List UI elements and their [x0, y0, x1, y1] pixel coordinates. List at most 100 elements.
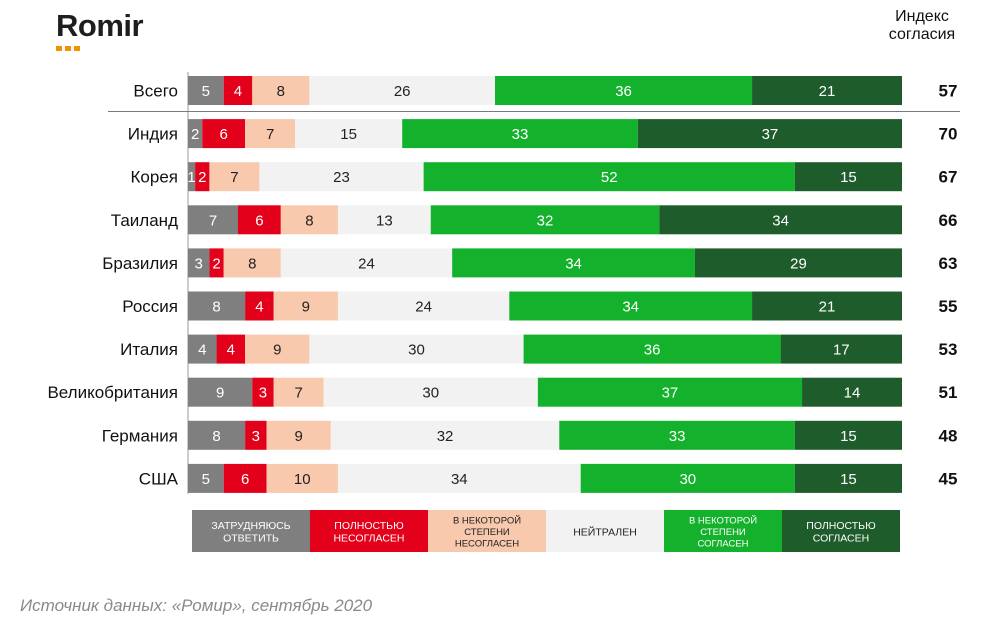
bar-segment: [252, 76, 310, 105]
bar-segment: [223, 76, 253, 105]
bar-segment: [280, 205, 338, 235]
bar-segment: [188, 162, 196, 192]
bar-segment: [402, 119, 638, 149]
data-label: 3: [195, 255, 203, 272]
legend-label: НЕЙТРАЛЕН: [573, 525, 637, 538]
data-label: 21: [819, 299, 836, 316]
data-label: 34: [565, 255, 582, 272]
data-label: 3: [252, 428, 260, 445]
bar-segment: [580, 463, 795, 493]
data-label: 33: [512, 126, 529, 143]
data-label: 9: [273, 342, 281, 359]
data-label: 30: [408, 342, 425, 359]
logo-text: Romir: [56, 8, 144, 43]
bar-segment: [195, 162, 210, 192]
data-label: 15: [340, 126, 357, 143]
legend-swatch: [546, 510, 664, 552]
data-label: 6: [255, 212, 263, 229]
bar-segment: [188, 463, 224, 493]
data-label: 4: [198, 342, 206, 359]
bar-segment: [637, 119, 902, 149]
data-label: 4: [227, 342, 235, 359]
data-label: 33: [669, 428, 686, 445]
index-column-title: Индекс согласия: [862, 8, 982, 44]
data-label: 2: [191, 126, 199, 143]
agreement-index-value: 66: [939, 211, 958, 230]
bar-segment: [209, 248, 224, 278]
agreement-index-value: 67: [939, 168, 958, 187]
data-label: 7: [209, 212, 217, 229]
logo-dots: [56, 38, 83, 56]
category-label: Таиланд: [111, 211, 178, 230]
legend-label: ПОЛНОСТЬЮ СОГЛАСЕН: [806, 520, 876, 545]
bar-segment: [659, 205, 902, 235]
bar-segment: [259, 162, 424, 192]
category-label: Индия: [128, 125, 178, 144]
bar-segment: [252, 377, 274, 407]
bar-segment: [266, 420, 331, 450]
data-label: 17: [833, 342, 850, 359]
data-label: 6: [220, 126, 228, 143]
bar-segment: [280, 248, 453, 278]
bar-segment: [802, 377, 902, 407]
data-label: 37: [762, 126, 779, 143]
category-label: Россия: [122, 297, 178, 316]
category-label: США: [139, 469, 179, 488]
bar-segment: [523, 334, 781, 364]
bar-segment: [245, 119, 296, 149]
data-label: 34: [622, 299, 639, 316]
source-note: Источник данных: «Ромир», сентябрь 2020: [20, 596, 373, 615]
data-label: 9: [294, 428, 302, 445]
legend-swatch: [664, 510, 782, 552]
agreement-index-value: 63: [939, 254, 958, 273]
legend-label: В НЕКОТОРОЙ СТЕПЕНИ СОГЛАСЕН: [689, 514, 757, 549]
legend-label: ПОЛНОСТЬЮ НЕСОГЛАСЕН: [333, 520, 404, 545]
category-label: Великобритания: [47, 383, 178, 402]
data-label: 9: [302, 299, 310, 316]
bar-segment: [337, 205, 431, 235]
data-label: 8: [212, 299, 220, 316]
data-label: 32: [437, 428, 454, 445]
bar-segment: [188, 248, 210, 278]
data-label: 4: [255, 299, 263, 316]
data-label: 7: [266, 126, 274, 143]
legend-swatch: [310, 510, 428, 552]
data-label: 15: [840, 471, 857, 488]
bar-segment: [323, 377, 538, 407]
agreement-index-value: 57: [939, 82, 958, 101]
bar-segment: [188, 205, 238, 235]
data-label: 23: [333, 169, 350, 186]
bar-segment: [245, 334, 310, 364]
agreement-index-value: 70: [939, 125, 958, 144]
bar-segment: [509, 291, 753, 321]
category-label: Германия: [102, 426, 178, 445]
bar-segment: [694, 248, 902, 278]
data-label: 32: [537, 212, 554, 229]
bar-segment: [752, 291, 902, 321]
data-label: 30: [679, 471, 696, 488]
logo: Romir: [56, 8, 144, 44]
bar-segment: [423, 162, 795, 192]
bar-segment: [794, 162, 902, 192]
data-label: 3: [259, 385, 267, 402]
legend-swatch: [192, 510, 310, 552]
agreement-index-value: 45: [939, 469, 958, 488]
category-label: Всего: [133, 82, 178, 101]
data-label: 8: [305, 212, 313, 229]
bar-segment: [273, 377, 324, 407]
agreement-index-value: 51: [939, 383, 958, 402]
data-label: 21: [819, 83, 836, 100]
data-label: 52: [601, 169, 618, 186]
bar-segment: [245, 291, 274, 321]
data-label: 36: [644, 342, 661, 359]
data-label: 24: [415, 299, 432, 316]
bar-segment: [188, 334, 217, 364]
data-label: 5: [202, 471, 210, 488]
data-label: 36: [615, 83, 632, 100]
agreement-index-value: 55: [939, 297, 958, 316]
data-label: 7: [230, 169, 238, 186]
bar-segment: [188, 119, 203, 149]
bar-segment: [330, 420, 560, 450]
bar-segment: [266, 463, 338, 493]
